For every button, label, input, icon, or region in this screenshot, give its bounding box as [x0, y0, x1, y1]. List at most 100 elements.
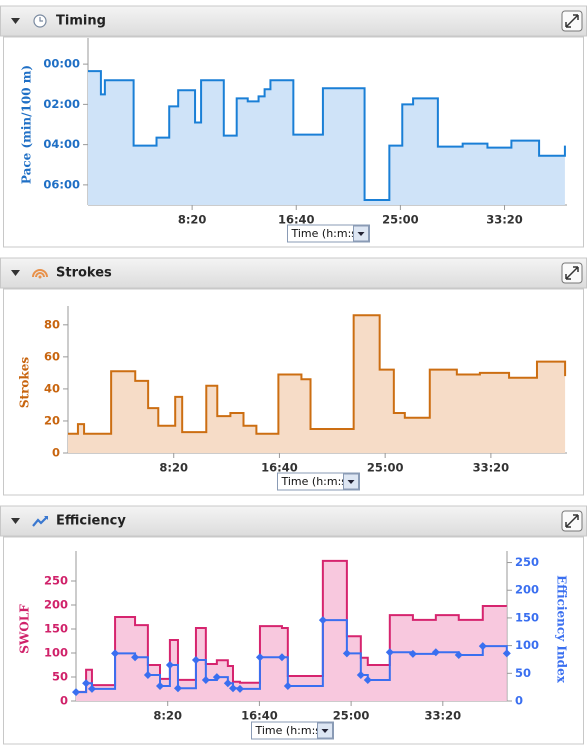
- point: [87, 684, 96, 693]
- x-axis-label: Time (h:m:s): [291, 227, 362, 240]
- point: [143, 670, 152, 679]
- point: [356, 670, 365, 679]
- panel-title: Timing: [56, 14, 106, 29]
- y-tick-label: 100: [44, 646, 68, 660]
- point: [431, 648, 440, 657]
- point: [111, 649, 120, 658]
- y2-tick-label: 200: [515, 583, 539, 597]
- dropdown-arrow: [357, 232, 365, 236]
- dropdown-box: [277, 472, 360, 491]
- panel-icon: [32, 516, 48, 527]
- panel-icon: [33, 14, 47, 28]
- expand-arrows: [565, 14, 579, 28]
- x-tick-label: 8:20: [159, 461, 188, 475]
- x-tick-label: 33:20: [486, 213, 523, 227]
- point: [228, 684, 237, 693]
- y-tick-label: 50: [52, 670, 68, 684]
- y-tick-label: 60: [44, 349, 60, 363]
- expand-button[interactable]: [561, 262, 583, 284]
- y2-axis-label: Efficiency Index: [555, 575, 569, 684]
- expand-button[interactable]: [561, 510, 583, 532]
- x-tick-label: 25:00: [367, 461, 404, 475]
- area: [68, 315, 566, 453]
- y2-tick-label: 100: [515, 638, 539, 652]
- y2-tick-label: 250: [515, 555, 539, 569]
- x-tick-label: 16:40: [278, 213, 315, 227]
- y-axis-label: SWOLF: [18, 604, 32, 654]
- point: [173, 684, 182, 693]
- y-tick-label: 0: [60, 694, 68, 708]
- x-tick-label: 16:40: [241, 709, 278, 723]
- step-line: [88, 70, 566, 201]
- point: [385, 648, 394, 657]
- point: [212, 673, 221, 682]
- panel-title: Strokes: [56, 266, 112, 281]
- point: [454, 651, 463, 660]
- panel-title: Efficiency: [56, 514, 126, 529]
- x-tick-label: 16:40: [261, 461, 298, 475]
- y-tick-label: 00:00: [43, 57, 80, 71]
- x-axis-label: Time (h:m:s): [255, 724, 326, 737]
- point: [165, 661, 174, 669]
- y-tick-label: 80: [44, 317, 60, 331]
- panel-header: [0, 257, 587, 289]
- point: [191, 656, 200, 665]
- point: [255, 653, 264, 662]
- x-tick-label: 33:20: [473, 461, 510, 475]
- y-tick-label: 04:00: [43, 137, 80, 151]
- x-tick-label: 25:00: [382, 213, 419, 227]
- point: [478, 642, 487, 651]
- point: [131, 653, 140, 662]
- expand-button[interactable]: [561, 10, 583, 32]
- dropdown-box: [287, 224, 370, 243]
- point: [408, 649, 417, 658]
- x-tick-label: 8:20: [178, 213, 207, 227]
- x-axis-dropdown[interactable]: Time (h:m:s): [287, 224, 370, 243]
- y-tick-label: 200: [44, 598, 68, 612]
- step-line: [68, 314, 567, 435]
- point: [502, 649, 511, 658]
- dropdown-arrow: [321, 729, 329, 733]
- x-axis-dropdown[interactable]: Time (h:m:s): [251, 721, 334, 740]
- area: [76, 560, 507, 701]
- panel-header: [0, 505, 587, 537]
- collapse-toggle[interactable]: [11, 518, 20, 524]
- point: [283, 682, 292, 691]
- y-axis-label: Strokes: [18, 357, 32, 408]
- y2-tick-label: 150: [515, 610, 539, 624]
- point: [235, 684, 244, 693]
- point: [155, 682, 164, 691]
- point: [72, 688, 80, 697]
- panel-icon: [32, 269, 48, 279]
- y-tick-label: 20: [44, 413, 60, 427]
- x-tick-label: 33:20: [425, 709, 462, 723]
- y-tick-label: 150: [44, 622, 68, 636]
- dropdown-box: [251, 721, 334, 740]
- area: [88, 71, 565, 205]
- collapse-toggle[interactable]: [11, 270, 20, 276]
- step-line: [76, 559, 507, 693]
- y-tick-label: 40: [44, 381, 60, 395]
- point: [277, 653, 286, 662]
- x-tick-label: 8:20: [153, 709, 182, 723]
- dropdown-arrow: [347, 480, 355, 484]
- x-axis-label: Time (h:m:s): [281, 475, 352, 488]
- y-tick-label: 06:00: [43, 177, 80, 191]
- point: [342, 649, 351, 658]
- point: [318, 616, 327, 625]
- y2-tick-label: 0: [515, 694, 523, 708]
- point: [363, 675, 372, 684]
- y-tick-label: 250: [44, 574, 68, 588]
- x-axis-dropdown[interactable]: Time (h:m:s): [277, 472, 360, 491]
- expand-arrows: [565, 266, 579, 280]
- panel-header: [0, 5, 587, 37]
- y-tick-label: 02:00: [43, 97, 80, 111]
- expand-arrows: [565, 514, 579, 528]
- y-tick-label: 0: [52, 446, 60, 460]
- point: [223, 679, 232, 688]
- collapse-toggle[interactable]: [11, 18, 20, 24]
- point: [82, 679, 91, 688]
- x-tick-label: 25:00: [333, 709, 370, 723]
- point: [201, 675, 210, 684]
